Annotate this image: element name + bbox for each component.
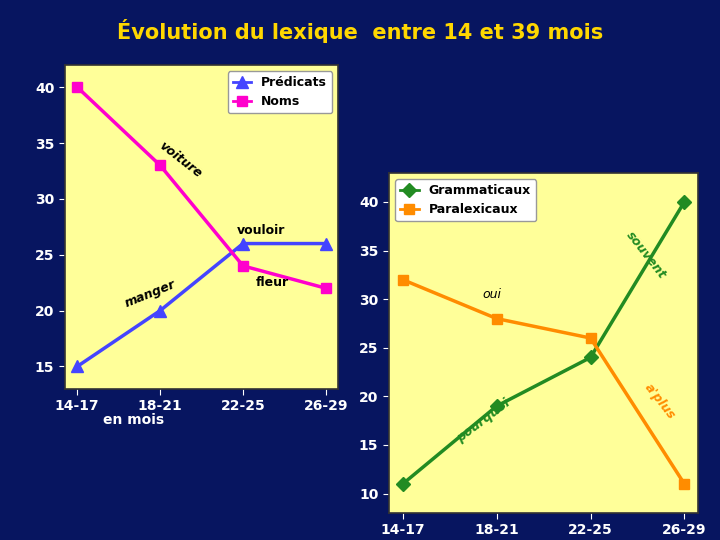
Legend: Grammaticaux, Paralexicaux: Grammaticaux, Paralexicaux	[395, 179, 536, 221]
Text: vouloir: vouloir	[236, 224, 285, 237]
Text: a'plus: a'plus	[642, 381, 678, 422]
Text: pourquoi: pourquoi	[454, 396, 513, 445]
Text: oui: oui	[482, 288, 502, 301]
Text: manger: manger	[123, 278, 178, 310]
Text: voiture: voiture	[156, 139, 204, 180]
Text: souvent: souvent	[624, 229, 668, 282]
Text: fleur: fleur	[256, 276, 289, 289]
Legend: Prédicats, Noms: Prédicats, Noms	[228, 71, 332, 113]
Text: Évolution du lexique  entre 14 et 39 mois: Évolution du lexique entre 14 et 39 mois	[117, 19, 603, 43]
Text: en mois: en mois	[103, 413, 163, 427]
